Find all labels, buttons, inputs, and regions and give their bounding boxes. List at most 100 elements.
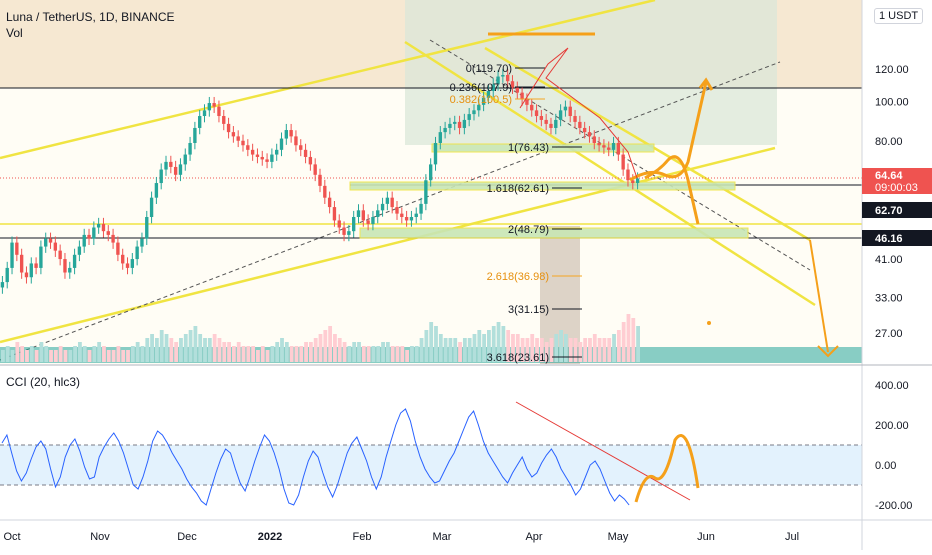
volume-bar bbox=[284, 342, 289, 362]
candle-body bbox=[428, 164, 433, 181]
candle-body bbox=[231, 132, 236, 137]
candle-body bbox=[246, 145, 250, 150]
candle-body bbox=[453, 121, 457, 124]
volume-bar bbox=[159, 330, 164, 362]
candle-body bbox=[44, 238, 48, 247]
price-tick-label: 27.00 bbox=[875, 328, 903, 340]
candle-body bbox=[96, 223, 101, 228]
current-price-tag bbox=[862, 168, 932, 194]
volume-bar bbox=[583, 338, 588, 362]
volume-bar bbox=[97, 342, 102, 362]
volume-bar bbox=[150, 334, 154, 362]
volume-bar bbox=[592, 334, 597, 362]
bear-projection bbox=[809, 239, 829, 353]
candle-body bbox=[212, 103, 216, 107]
candle-body bbox=[24, 272, 29, 278]
volume-bar bbox=[405, 350, 410, 362]
currency-badge[interactable]: 1 USDT bbox=[874, 8, 924, 24]
candle-body bbox=[159, 169, 163, 184]
volume-bar bbox=[1, 350, 5, 362]
volume-bar bbox=[313, 338, 318, 362]
volume-bar bbox=[366, 346, 371, 362]
candle-body bbox=[462, 119, 467, 128]
candle-body bbox=[582, 127, 587, 133]
candle-body bbox=[419, 203, 423, 214]
candle-body bbox=[626, 169, 630, 181]
volume-bar bbox=[126, 350, 130, 362]
candle-body bbox=[616, 142, 621, 155]
candle-body bbox=[327, 197, 332, 208]
level-price-value: 46.16 bbox=[875, 233, 903, 245]
candle-body bbox=[125, 263, 130, 268]
price-tick-label: 80.00 bbox=[875, 136, 903, 148]
volume-bar bbox=[29, 346, 34, 362]
volume-bar bbox=[328, 326, 333, 362]
candle-body bbox=[275, 149, 279, 155]
volume-bar bbox=[477, 330, 482, 362]
volume-bar bbox=[63, 350, 68, 362]
volume-bar bbox=[183, 334, 188, 362]
candle-body bbox=[501, 75, 505, 77]
volume-bar bbox=[241, 346, 246, 362]
volume-bar bbox=[573, 338, 578, 362]
candle-body bbox=[534, 110, 539, 117]
fib-level-label: 0.382(100.5) bbox=[450, 94, 512, 106]
candle-body bbox=[366, 220, 370, 224]
volume-bar bbox=[395, 346, 400, 362]
candle-body bbox=[145, 217, 149, 239]
volume-bar bbox=[554, 334, 559, 362]
candle-body bbox=[635, 178, 640, 184]
candle-body bbox=[34, 263, 38, 268]
time-tick-label: Oct bbox=[3, 531, 20, 543]
candle-body bbox=[135, 246, 139, 260]
time-tick-label: Feb bbox=[353, 531, 372, 543]
volume-bar bbox=[568, 338, 573, 362]
volume-bar bbox=[121, 350, 126, 362]
candle-body bbox=[92, 227, 96, 239]
fib-level-label: 3.618(23.61) bbox=[487, 352, 549, 364]
volume-bar bbox=[491, 326, 496, 362]
candle-body bbox=[58, 250, 62, 260]
volume-bar bbox=[188, 330, 193, 362]
candle-body bbox=[193, 127, 197, 143]
candle-body bbox=[289, 130, 293, 137]
candle-body bbox=[188, 142, 192, 155]
trend-line bbox=[0, 146, 776, 344]
time-tick-label: Mar bbox=[433, 531, 452, 543]
volume-bar bbox=[222, 342, 227, 362]
volume-bar bbox=[462, 338, 467, 362]
price-tick-label: 100.00 bbox=[875, 96, 909, 108]
volume-bar bbox=[20, 346, 25, 362]
volume-bar bbox=[515, 334, 520, 362]
volume-bar bbox=[116, 346, 121, 362]
volume-bar bbox=[49, 350, 53, 362]
candle-body bbox=[611, 142, 616, 150]
time-tick-label: Nov bbox=[90, 531, 110, 543]
countdown-value: 09:00:03 bbox=[875, 182, 918, 194]
candle-body bbox=[82, 234, 86, 247]
candle-body bbox=[313, 164, 317, 175]
cci-label: CCI (20, hlc3) bbox=[6, 375, 81, 389]
candle-body bbox=[530, 104, 534, 111]
time-tick-label: Jul bbox=[785, 531, 799, 543]
candle-body bbox=[130, 259, 135, 268]
volume-bar bbox=[549, 338, 554, 362]
volume-bar bbox=[294, 346, 299, 362]
fib-level-label: 1(76.43) bbox=[508, 142, 549, 154]
volume-bar bbox=[231, 346, 236, 362]
volume-bar bbox=[539, 338, 544, 362]
candle-body bbox=[68, 267, 72, 273]
candle-body bbox=[563, 106, 568, 111]
volume-bar bbox=[111, 350, 116, 362]
volume-bar bbox=[381, 342, 385, 362]
cci-line bbox=[1, 408, 630, 506]
volume-bar bbox=[390, 346, 395, 362]
candle-body bbox=[140, 238, 144, 247]
volume-bar bbox=[260, 346, 265, 362]
price-tick-label: 120.00 bbox=[875, 64, 909, 76]
candle-body bbox=[510, 81, 515, 88]
bull-arrowhead bbox=[698, 77, 714, 91]
volume-bar bbox=[621, 322, 626, 362]
candle-body bbox=[183, 154, 187, 165]
